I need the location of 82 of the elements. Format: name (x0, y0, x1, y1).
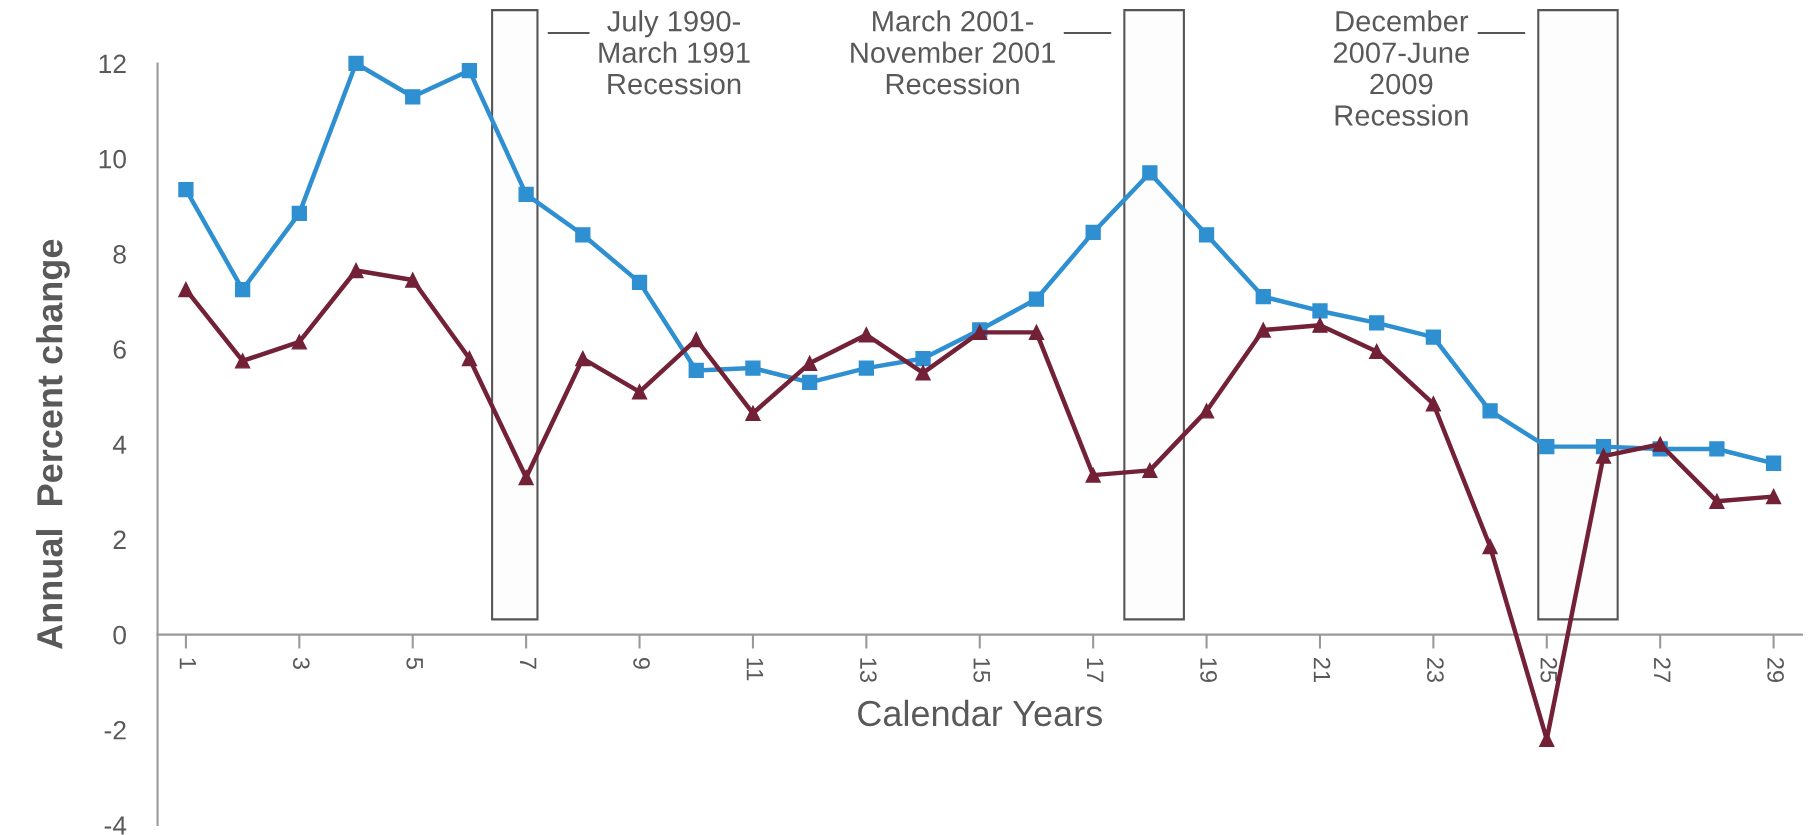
y-axis-title: Annual Percent change (36, 239, 70, 649)
point (348, 262, 364, 279)
band-label: July 1990- March 1991 Recession (599, 10, 750, 95)
point (1425, 329, 1442, 345)
x-tick-label: 9 (633, 657, 650, 669)
x-tick-label: 21 (1313, 658, 1331, 682)
point (348, 55, 364, 72)
y-tick-label: 4 (112, 435, 127, 454)
point (1369, 343, 1385, 360)
y-tick-label: 12 (99, 54, 126, 74)
x-tick-label: 1 (179, 658, 197, 669)
y-tick-label: 2 (113, 530, 126, 549)
point (178, 181, 194, 198)
point (1765, 488, 1782, 505)
y-tick-label: 10 (99, 149, 126, 169)
point (234, 281, 251, 298)
point (1255, 322, 1271, 338)
x-tick-label: 27 (1654, 658, 1671, 682)
x-tick-label: 15 (973, 658, 990, 683)
point (1198, 403, 1215, 419)
point (575, 227, 591, 243)
point (1028, 291, 1045, 307)
point (1765, 455, 1782, 471)
point (1142, 462, 1158, 479)
point (178, 281, 194, 298)
point (575, 350, 591, 367)
point (1369, 315, 1385, 331)
x-tick-label: 17 (1087, 658, 1104, 682)
point (1085, 467, 1101, 483)
point (858, 327, 874, 343)
y-tick-label: 8 (113, 244, 126, 264)
x-tick-label: 25 (1540, 658, 1558, 683)
point (1085, 224, 1101, 241)
point (1482, 538, 1498, 555)
y-tick-label: 6 (113, 340, 126, 359)
y-tick-label: -4 (104, 816, 127, 835)
point (1028, 324, 1045, 341)
point (1652, 436, 1668, 452)
point (858, 360, 874, 376)
point (915, 350, 931, 367)
x-tick-label: 13 (860, 658, 877, 683)
point (802, 374, 818, 390)
point (291, 205, 307, 222)
x-tick-label: 5 (406, 657, 423, 669)
point (518, 469, 534, 486)
point (745, 405, 761, 421)
point (405, 89, 421, 105)
x-tick-label: 11 (746, 658, 764, 681)
point (291, 334, 307, 350)
point (1709, 441, 1725, 457)
point (1312, 317, 1328, 333)
point (1312, 303, 1328, 319)
point (461, 350, 478, 367)
band-label: December 2007-June 2009 Recession (1333, 10, 1469, 126)
x-tick-label: 19 (1200, 658, 1217, 682)
point (1255, 289, 1271, 305)
point (461, 62, 478, 79)
point (234, 353, 251, 369)
point (518, 186, 534, 202)
y-tick-label: 0 (113, 625, 126, 645)
point (1595, 448, 1612, 464)
point (688, 362, 704, 379)
x-axis-title: Calendar Years (858, 699, 1102, 727)
point (1425, 396, 1442, 412)
point (631, 274, 648, 291)
x-tick-label: 3 (292, 657, 310, 669)
point (1198, 227, 1215, 243)
point (745, 360, 761, 376)
point (1482, 403, 1498, 419)
point (688, 331, 704, 348)
point (802, 355, 818, 371)
point (1539, 438, 1555, 455)
x-tick-label: 23 (1427, 658, 1444, 683)
band-label: March 2001- November 2001 Recession (851, 10, 1055, 95)
point (1142, 165, 1158, 181)
point (915, 365, 931, 381)
x-tick-label: 7 (520, 658, 537, 669)
y-tick-label: -2 (104, 720, 126, 740)
x-tick-label: 29 (1767, 658, 1784, 682)
point (631, 384, 648, 400)
point (405, 272, 421, 288)
point (1709, 493, 1725, 509)
